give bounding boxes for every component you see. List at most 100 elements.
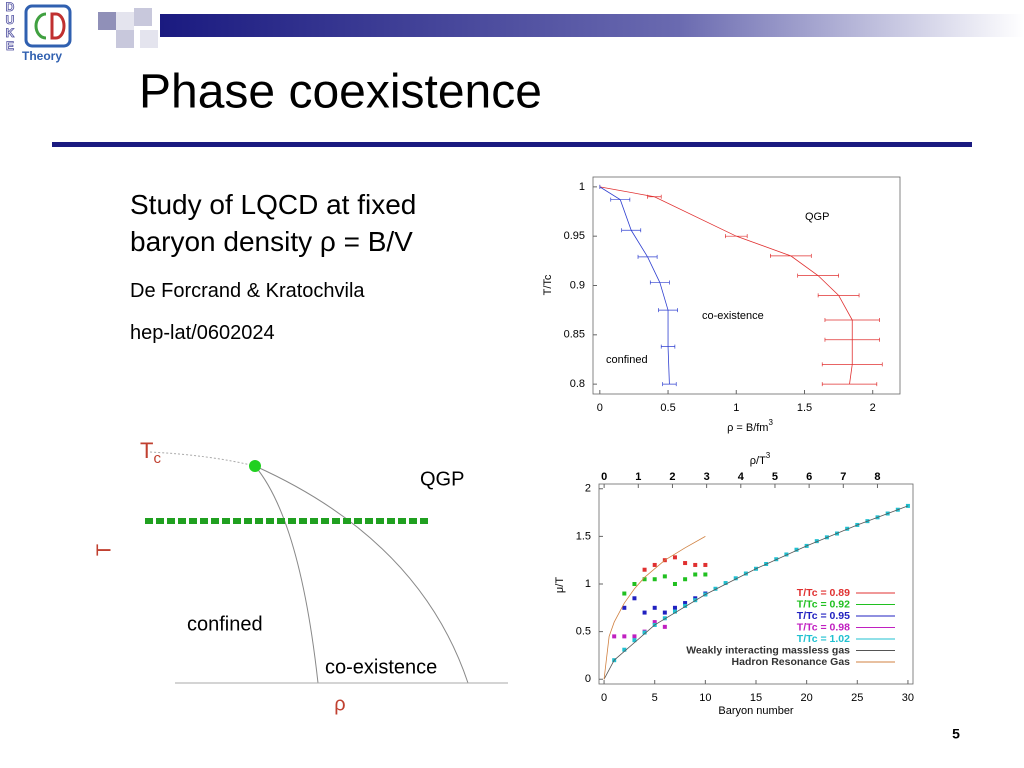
point bbox=[794, 547, 799, 552]
series-line bbox=[603, 536, 706, 680]
point bbox=[622, 605, 627, 610]
point bbox=[612, 634, 617, 639]
bullet: hep-lat/0602024 bbox=[130, 322, 275, 344]
point bbox=[672, 555, 677, 560]
error-bar bbox=[647, 194, 662, 199]
x-tick-label: 5 bbox=[652, 692, 658, 704]
point bbox=[683, 601, 688, 606]
x-tick-label: 0 bbox=[601, 692, 607, 704]
slide-title: Phase coexistence bbox=[139, 66, 542, 119]
y-tick-label: 1.5 bbox=[576, 530, 591, 542]
x2-axis-label-sup: 3 bbox=[766, 451, 771, 460]
point bbox=[703, 562, 708, 567]
point bbox=[713, 586, 718, 591]
error-bar bbox=[824, 337, 880, 342]
x2-tick-label: 4 bbox=[738, 471, 745, 483]
legend-label: T/Tc = 0.92 bbox=[797, 598, 850, 610]
x-tick-label: 2 bbox=[870, 402, 876, 414]
page-number: 5 bbox=[952, 726, 960, 742]
x-axis-label: Baryon number bbox=[718, 705, 794, 717]
error-bar bbox=[797, 273, 839, 278]
logo-letter: E bbox=[6, 39, 14, 53]
logo-letter: K bbox=[6, 26, 15, 40]
point bbox=[632, 582, 637, 586]
y-tick-label: 1 bbox=[579, 181, 585, 193]
x-tick-label: 30 bbox=[902, 692, 914, 704]
x2-tick-label: 6 bbox=[806, 471, 812, 483]
x-tick-label: 15 bbox=[750, 692, 762, 704]
point bbox=[652, 577, 657, 582]
legend-label: T/Tc = 0.95 bbox=[797, 610, 850, 622]
header-squares bbox=[98, 8, 158, 48]
error-bar bbox=[725, 234, 748, 239]
y-axis-label: μ/T bbox=[554, 577, 566, 593]
legend-label: Weakly interacting massless gas bbox=[686, 644, 850, 656]
point bbox=[672, 609, 677, 614]
y-tick-label: 0.5 bbox=[576, 626, 591, 638]
y-axis-label: T/Tc bbox=[542, 274, 554, 295]
bullet: Study of LQCD at fixed baryon density ρ … bbox=[130, 189, 417, 257]
point bbox=[784, 552, 789, 557]
header-band bbox=[160, 14, 1024, 37]
point bbox=[632, 596, 637, 601]
logo-word: Theory bbox=[22, 49, 62, 63]
point bbox=[642, 577, 647, 582]
x2-tick-label: 5 bbox=[772, 471, 778, 483]
legend-label: Hadron Resonance Gas bbox=[732, 656, 851, 668]
point bbox=[662, 574, 667, 579]
error-bar bbox=[817, 293, 860, 298]
point bbox=[683, 577, 688, 582]
y-tick-label: 1 bbox=[585, 578, 591, 590]
point bbox=[672, 582, 677, 586]
x2-tick-label: 8 bbox=[874, 471, 880, 483]
sketch-confined: confined bbox=[187, 613, 263, 635]
point bbox=[693, 572, 698, 577]
point bbox=[723, 581, 728, 586]
x-tick-label: 20 bbox=[801, 692, 813, 704]
annotation: co-existence bbox=[702, 310, 764, 322]
legend-label: T/Tc = 0.98 bbox=[797, 621, 850, 633]
error-bar bbox=[662, 382, 677, 387]
point bbox=[652, 605, 657, 610]
title-rule bbox=[52, 142, 972, 147]
y-tick-label: 2 bbox=[585, 483, 591, 495]
x-tick-label: 0.5 bbox=[660, 402, 675, 414]
x-axis-label-main: Baryon number bbox=[718, 705, 794, 717]
point bbox=[814, 539, 819, 544]
logo-icon bbox=[24, 4, 72, 48]
y-tick-label: 0.95 bbox=[564, 230, 585, 242]
x-tick-label: 0 bbox=[597, 402, 603, 414]
point bbox=[662, 616, 667, 621]
logo-letter: D bbox=[6, 0, 15, 14]
point bbox=[662, 624, 667, 629]
x2-axis-label: ρ/T3 bbox=[750, 451, 771, 467]
point bbox=[642, 610, 647, 615]
sketch-coexistence: co-existence bbox=[325, 656, 437, 678]
y-tick-label: 0.8 bbox=[570, 378, 585, 390]
sketch bbox=[145, 451, 508, 684]
error-bar bbox=[649, 280, 670, 285]
point bbox=[652, 562, 657, 567]
sketch-t-axis: T bbox=[93, 544, 115, 556]
point bbox=[683, 603, 688, 608]
annotation: QGP bbox=[805, 211, 829, 223]
point bbox=[642, 630, 647, 635]
series-line bbox=[603, 505, 909, 680]
point bbox=[662, 610, 667, 615]
error-bar bbox=[660, 344, 676, 349]
error-bar bbox=[637, 254, 658, 259]
x2-tick-label: 7 bbox=[840, 471, 846, 483]
point bbox=[622, 647, 627, 652]
y-tick-label: 0.85 bbox=[564, 329, 585, 341]
x-axis-label: ρ = B/fm3 bbox=[727, 418, 773, 434]
x2-tick-label: 3 bbox=[704, 471, 710, 483]
x2-tick-label: 0 bbox=[601, 471, 607, 483]
x-tick-label: 1.5 bbox=[797, 402, 812, 414]
point bbox=[622, 634, 627, 639]
x-tick-label: 10 bbox=[699, 692, 711, 704]
x2-axis-label-main: ρ/T bbox=[750, 455, 766, 467]
logo-letter: U bbox=[6, 13, 15, 27]
error-bar bbox=[821, 382, 878, 387]
error-bar bbox=[658, 308, 678, 313]
